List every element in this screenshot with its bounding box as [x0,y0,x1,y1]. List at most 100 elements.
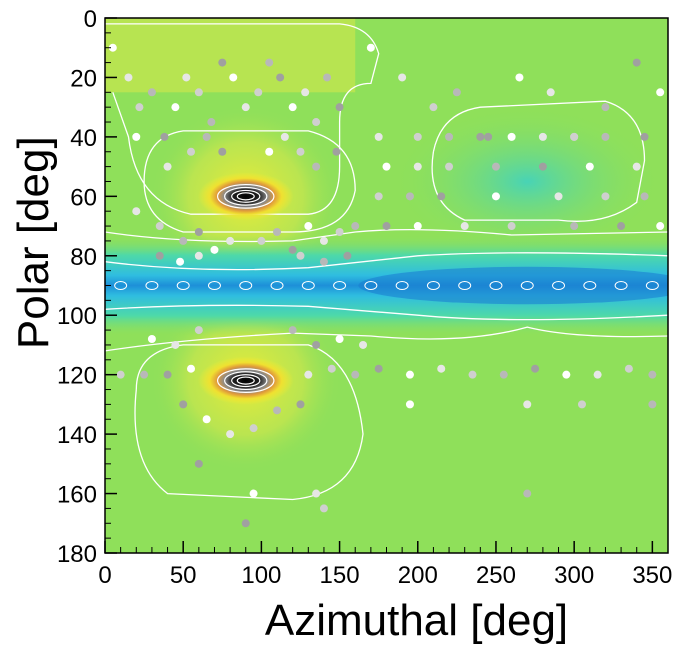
hotspot-contour [217,368,275,393]
scatter-point [617,222,626,231]
hotspot-contour [231,374,261,388]
scatter-point [601,103,610,112]
scatter-point [132,207,141,216]
scatter-point [218,147,227,156]
y-tick-label: 140 [57,422,97,449]
scatter-point [288,326,297,335]
scatter-point [437,364,446,373]
contour-ripple [207,281,221,290]
scatter-point [507,222,516,231]
scatter-point [265,147,274,156]
hotspot-contour [224,186,268,206]
scatter-point [226,236,235,245]
scatter-point [413,222,422,231]
y-axis-label: Polar [deg] [9,136,58,349]
scatter-point [570,132,579,141]
scatter-point [359,340,368,349]
scatter-point [413,132,422,141]
x-tick-label: 100 [241,562,281,589]
contour-ripple [301,281,315,290]
scatter-point [491,162,500,171]
field-top-strip [105,18,356,93]
scatter-point [429,103,438,112]
y-tick-label: 160 [57,482,97,509]
scatter-point [335,335,344,343]
scatter-point [187,147,196,156]
scatter-point [531,364,540,373]
scatter-point [382,162,391,171]
x-tick-label: 300 [554,562,594,589]
scatter-point [160,132,169,141]
scatter-point [241,103,250,112]
scatter-point [257,236,266,245]
x-axis-label: Azimuthal [deg] [265,596,568,645]
scatter-point [656,222,665,231]
contour-ripple [520,281,534,290]
scatter-point [288,245,297,254]
scatter-point [335,103,344,112]
y-tick-label: 40 [70,125,97,152]
scatter-point [437,192,446,201]
hotspot-contour [224,371,268,391]
scatter-point [276,73,285,82]
contour-line [431,100,646,222]
scatter-point [296,251,305,260]
scatter-point [249,424,258,433]
scatter-point [140,370,149,379]
x-tick-label: 250 [476,562,516,589]
scatter-point [460,222,469,231]
scatter-point [296,147,305,156]
scatter-point [312,340,321,349]
scatter-point [656,88,665,97]
scatter-point [499,370,508,379]
x-tick-label: 200 [398,562,438,589]
scatter-point [280,132,289,141]
scatter-point [343,251,352,260]
x-tick-label: 0 [98,562,111,589]
hotspot-contour [236,192,255,201]
scatter-point [304,370,313,379]
scatter-point [171,103,180,112]
scatter-point [507,132,516,141]
scatter-point [366,43,375,52]
scatter-point [319,257,328,266]
scatter-point [226,430,235,439]
contour-ripple [239,281,253,290]
scatter-point [207,118,216,127]
scatter-point [405,400,414,409]
hotspot-contour [217,183,275,209]
scatter-points [108,43,665,528]
y-tick-label: 180 [57,541,97,568]
scatter-point [648,370,657,379]
scatter-point [273,228,282,236]
contour-ripple [614,281,628,290]
scatter-point [312,162,321,171]
scatter-point [147,335,156,343]
contour-ripple [364,281,378,290]
scatter-point [484,132,493,141]
scatter-point [554,192,563,201]
scatter-point [351,222,360,231]
y-tick-label: 20 [70,65,97,92]
scatter-point [210,245,219,254]
contour-line [134,344,364,501]
scatter-point [382,222,391,231]
scatter-point [319,504,328,513]
scatter-point [202,132,211,141]
scatter-point [155,222,164,231]
x-tick-label: 50 [170,562,197,589]
scatter-point [265,58,274,67]
hotspot-contour [236,376,255,385]
contour-ripple [176,281,190,290]
y-tick-label: 100 [57,303,97,330]
scatter-point [452,88,461,97]
scatter-point [187,364,196,373]
scatter-point [601,132,610,141]
scatter-point [194,326,203,335]
scatter-point [374,132,383,141]
scatter-point [163,370,172,379]
hotspot-core [197,172,294,221]
scatter-point [296,400,305,409]
scatter-point [132,132,141,141]
